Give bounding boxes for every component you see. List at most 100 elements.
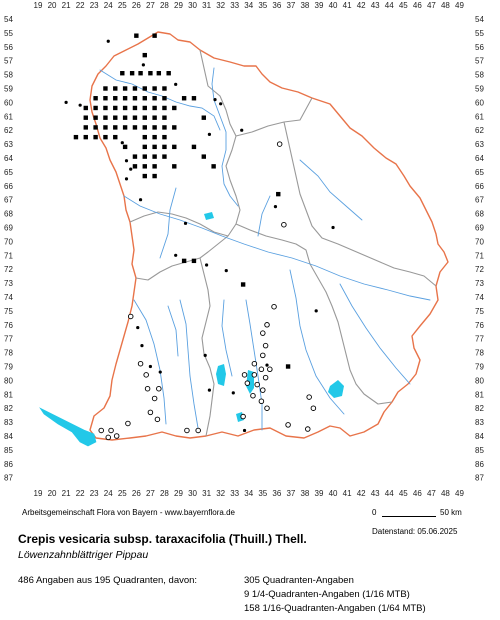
quadrant-record-marker [152,115,157,120]
y-tick-label: 56 [475,43,484,52]
quadrant-record-marker [122,115,128,120]
y-tick-label: 61 [475,112,484,121]
y-tick-label: 63 [4,140,13,149]
open-record-marker [271,303,277,310]
y-tick-label: 80 [4,376,13,385]
quadrant-record-marker [191,96,197,101]
y-tick-label: 63 [475,140,484,149]
point-record-marker [240,128,244,132]
lake-small [204,212,214,220]
x-tick-label: 23 [90,489,99,498]
quadrant-record-marker [285,364,291,369]
x-tick-label: 23 [90,1,99,10]
quadrant-record-marker [132,115,138,120]
y-tick-label: 82 [475,404,484,413]
open-record-marker [137,360,144,367]
species-common-name: Löwenzahnblättriger Pippau [18,549,149,561]
x-tick-label: 38 [300,1,309,10]
quadrant-record-marker [103,115,108,120]
open-record-marker [151,395,158,402]
quadrant-record-marker [162,134,167,140]
quadrant-record-marker [211,164,216,169]
y-tick-label: 65 [475,168,484,177]
regional-border [235,223,393,405]
x-tick-label: 26 [132,1,141,10]
quadrant-record-marker [172,164,177,169]
quadrant-record-marker [83,134,88,140]
point-record-marker [124,177,129,181]
x-tick-label: 25 [118,489,127,498]
y-tick-label: 77 [4,335,13,344]
y-tick-label: 62 [475,126,484,135]
y-tick-label: 58 [4,71,13,80]
quadrant-record-marker [138,71,143,76]
x-tick-label: 37 [286,489,295,498]
y-tick-label: 69 [475,224,484,233]
y-tick-label: 79 [4,363,13,372]
quadrant-record-marker [166,71,171,76]
quadrant-record-marker [142,164,147,169]
open-record-marker [184,427,190,434]
point-record-marker [174,253,178,257]
open-record-marker [108,427,114,434]
lake-ammersee [216,364,226,386]
point-record-marker [265,363,269,367]
x-tick-label: 28 [160,489,169,498]
y-tick-label: 70 [4,237,13,246]
quadrant-record-marker [142,115,147,120]
x-tick-label: 29 [174,489,183,498]
y-tick-label: 54 [475,15,484,24]
y-tick-label: 67 [475,196,484,205]
quarter-quadrant-records: 9 1/4-Quadranten-Angaben (1/16 MTB) [244,589,410,600]
x-tick-label: 42 [357,1,366,10]
quadrant-record-marker [83,115,88,120]
x-tick-label: 28 [160,1,169,10]
quadrant-record-marker [181,258,187,264]
y-tick-label: 64 [475,154,484,163]
y-tick-label: 86 [4,460,13,469]
open-record-marker [250,392,256,399]
quadrant-record-marker [162,86,167,91]
x-tick-label: 45 [399,1,408,10]
open-record-marker [267,366,273,373]
x-tick-label: 27 [146,489,155,498]
y-tick-label: 84 [4,432,13,441]
open-record-marker [144,385,151,392]
open-record-marker [262,342,269,349]
x-tick-label: 32 [216,1,225,10]
point-record-marker [136,325,140,330]
point-record-marker [174,82,178,86]
open-record-marker [281,221,287,228]
y-axis-labels-left: 54 55 56 57 58 59 60 61 62 63 64 65 66 67 68 69 70 71 72 73… [4,15,13,483]
point-record-marker [120,141,124,145]
open-record-marker [113,433,120,439]
open-record-marker [195,427,201,434]
quadrant-record-marker [181,96,187,101]
scale-zero-label: 0 [372,508,377,517]
quadrant-record-marker [113,134,118,140]
open-record-marker [276,141,283,147]
open-record-marker [264,405,270,411]
x-tick-label: 49 [455,489,464,498]
point-record-marker [213,98,217,102]
x-tick-label: 49 [455,1,464,10]
quadrant-record-marker [162,105,167,111]
quadrant-records: 305 Quadranten-Angaben [244,575,354,586]
open-record-marker [154,416,161,423]
quadrant-record-marker [113,115,118,120]
quadrant-record-marker [134,33,139,38]
point-record-marker [183,221,188,225]
quadrant-record-marker [93,134,98,140]
x-tick-label: 19 [34,489,43,498]
quadrant-record-marker [201,154,206,159]
y-tick-label: 78 [475,349,484,358]
species-scientific-name: Crepis vesicaria subsp. taraxacifolia (T… [18,532,307,546]
y-tick-label: 60 [4,98,13,107]
x-tick-label: 43 [371,1,380,10]
open-record-marker [244,380,251,386]
quadrant-record-marker [191,258,197,264]
open-record-marker [156,385,162,392]
x-tick-label: 34 [244,1,253,10]
x-tick-label: 20 [48,489,57,498]
x-tick-label: 22 [76,1,85,10]
